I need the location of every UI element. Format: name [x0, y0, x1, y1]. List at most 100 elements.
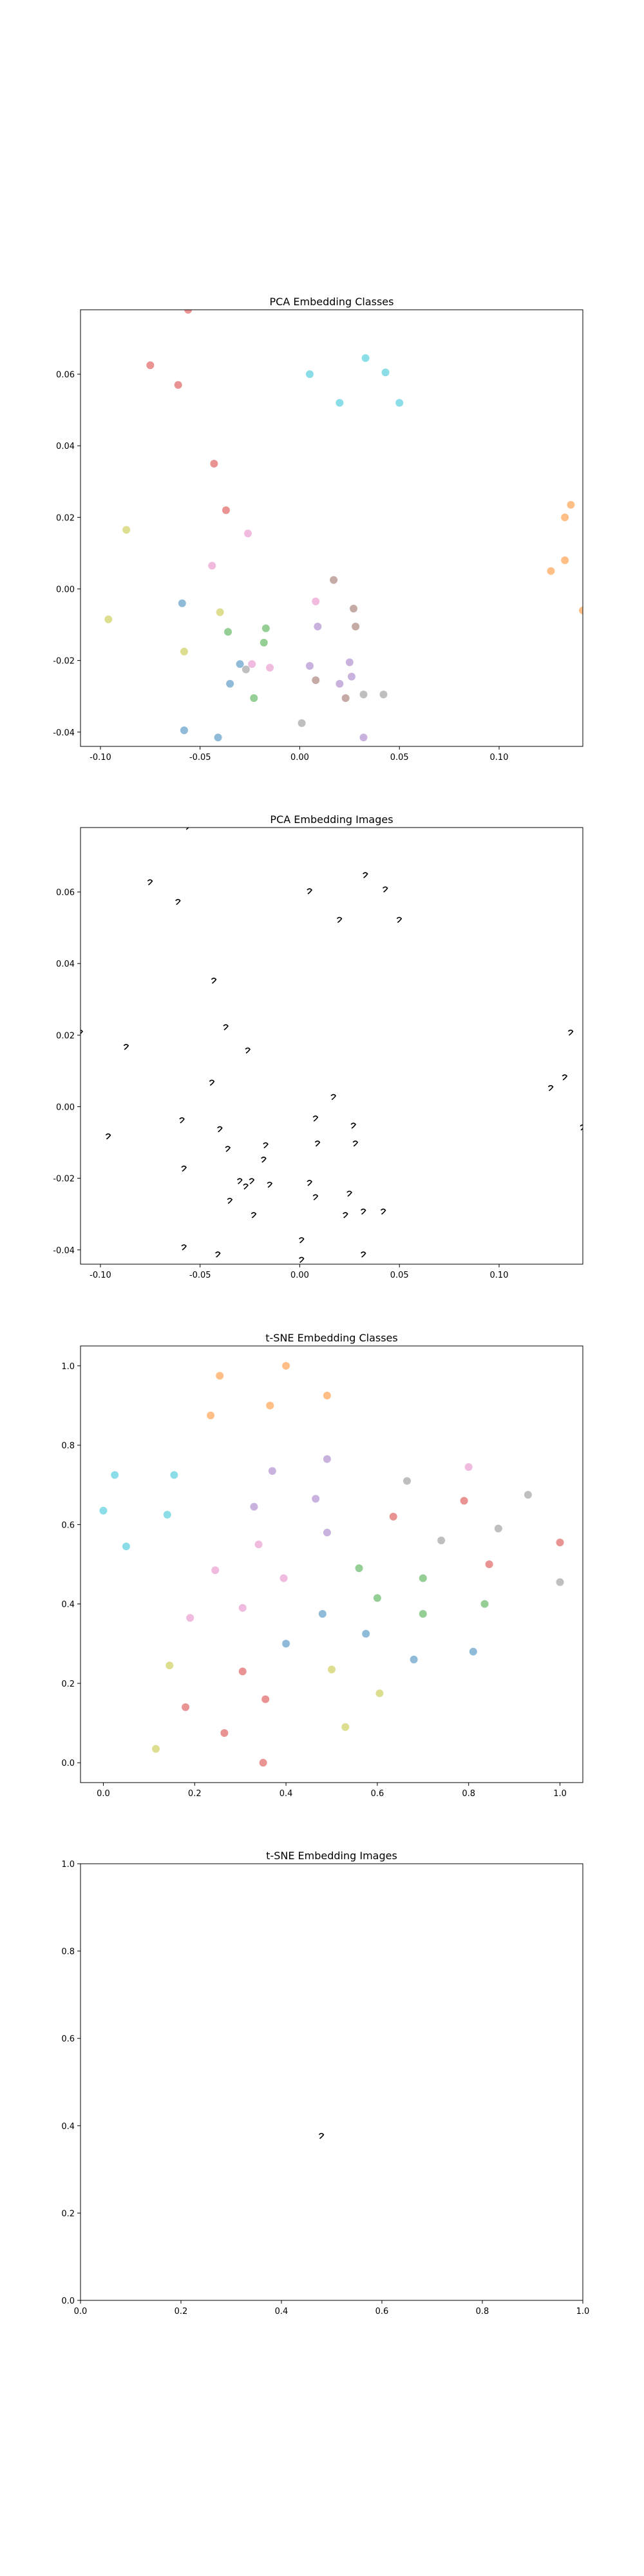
data-point-image	[147, 879, 153, 886]
data-point	[547, 567, 555, 575]
data-point	[236, 660, 244, 668]
data-point	[279, 1574, 288, 1582]
axes-frame	[80, 827, 583, 1265]
data-point	[266, 1401, 274, 1410]
y-tick-label: 0.4	[61, 2122, 75, 2132]
data-point	[226, 679, 234, 688]
data-point	[389, 1513, 397, 1521]
x-tick-label: 0.6	[371, 1789, 384, 1799]
y-tick-label: 0.0	[61, 2297, 75, 2306]
data-point	[208, 562, 216, 570]
data-point	[250, 1502, 258, 1511]
data-point	[163, 1510, 171, 1519]
data-point	[174, 381, 182, 389]
y-tick-label: 0.8	[61, 1947, 75, 1957]
data-point	[561, 556, 569, 565]
y-tick-label: -0.02	[53, 1175, 75, 1184]
data-point-image	[245, 1047, 251, 1054]
x-tick-label: 1.0	[553, 1789, 567, 1799]
x-tick-label: -0.05	[189, 753, 211, 762]
data-point	[318, 1610, 327, 1618]
data-point	[178, 599, 186, 607]
data-point-image	[215, 1251, 221, 1258]
data-point-image	[267, 1181, 273, 1188]
y-tick-label: 0.02	[56, 513, 75, 523]
data-point	[305, 661, 314, 670]
data-point-image	[336, 916, 343, 923]
chart-title: PCA Embedding Images	[270, 813, 393, 826]
data-point	[182, 1703, 190, 1711]
data-point	[323, 1392, 331, 1400]
x-tick-label: 0.10	[490, 753, 509, 762]
data-point	[355, 1564, 363, 1573]
data-point	[248, 660, 256, 668]
data-point	[104, 615, 113, 623]
data-point	[359, 734, 368, 742]
data-point	[312, 1495, 320, 1503]
data-point	[419, 1610, 427, 1618]
data-point	[464, 1463, 473, 1471]
plot-area	[318, 2132, 325, 2139]
panel-pca-classes: PCA Embedding Classes -0.10 -0.05 0.00 0.05…	[53, 296, 583, 762]
data-point	[323, 1528, 331, 1537]
data-point	[224, 628, 232, 636]
data-point-image	[396, 916, 402, 923]
data-point	[146, 361, 155, 370]
data-point	[561, 513, 569, 522]
data-point-image	[211, 978, 217, 984]
x-tick-label: 0.00	[290, 753, 309, 762]
data-point	[556, 1578, 564, 1586]
data-point-image	[346, 1190, 352, 1197]
data-point	[381, 368, 390, 377]
data-point-image	[217, 1126, 223, 1133]
plot-area	[80, 828, 583, 1264]
data-point-image	[249, 1178, 255, 1184]
data-point-image	[80, 1029, 84, 1035]
data-point	[556, 1539, 564, 1547]
y-tick-label: -0.04	[53, 728, 75, 738]
x-tick-label: -0.10	[90, 1271, 111, 1280]
data-point	[379, 690, 388, 699]
chart-title: t-SNE Embedding Images	[266, 1850, 397, 1862]
data-point	[244, 529, 252, 538]
data-point	[268, 1467, 276, 1475]
data-point	[238, 1667, 247, 1676]
x-tick-label: 0.6	[375, 2307, 389, 2316]
chart-title: t-SNE Embedding Classes	[265, 1332, 397, 1344]
data-point	[261, 624, 270, 632]
data-point-image	[237, 1178, 243, 1184]
data-point-image	[350, 1122, 357, 1129]
data-point-image	[175, 898, 181, 905]
data-point	[122, 1542, 130, 1551]
x-tick-label: 0.0	[97, 1789, 110, 1799]
data-point	[214, 734, 222, 742]
x-tick-label: 0.10	[490, 1271, 509, 1280]
data-point-image	[185, 828, 189, 830]
data-point	[395, 399, 404, 407]
panel-tsne-images: t-SNE Embedding Images 0.0 0.2 0.4 0.6 0.8 1.…	[61, 1850, 589, 2316]
x-tick-label: 0.4	[279, 1789, 293, 1799]
data-point	[524, 1491, 532, 1499]
data-point	[216, 608, 224, 616]
x-tick-label: 1.0	[576, 2307, 590, 2316]
data-point	[250, 694, 258, 702]
data-point-image	[343, 1212, 348, 1218]
data-point	[312, 676, 320, 685]
y-tick-label: -0.02	[53, 657, 75, 667]
data-point	[359, 690, 368, 699]
data-point	[480, 1600, 489, 1608]
data-point-image	[105, 1133, 111, 1140]
data-point	[469, 1647, 477, 1656]
data-point	[305, 370, 314, 379]
y-tick-label: 0.0	[61, 1759, 75, 1768]
data-point	[242, 665, 250, 674]
y-tick-label: 1.0	[61, 1362, 75, 1372]
data-point	[282, 1361, 290, 1370]
data-point	[259, 1759, 267, 1767]
y-tick-label: 0.2	[61, 2209, 75, 2219]
axes-frame	[80, 1863, 583, 2301]
data-point	[260, 638, 268, 647]
y-tick-label: 0.06	[56, 370, 75, 380]
y-tick-label: 0.6	[61, 1520, 75, 1530]
data-point-image	[312, 1194, 319, 1200]
